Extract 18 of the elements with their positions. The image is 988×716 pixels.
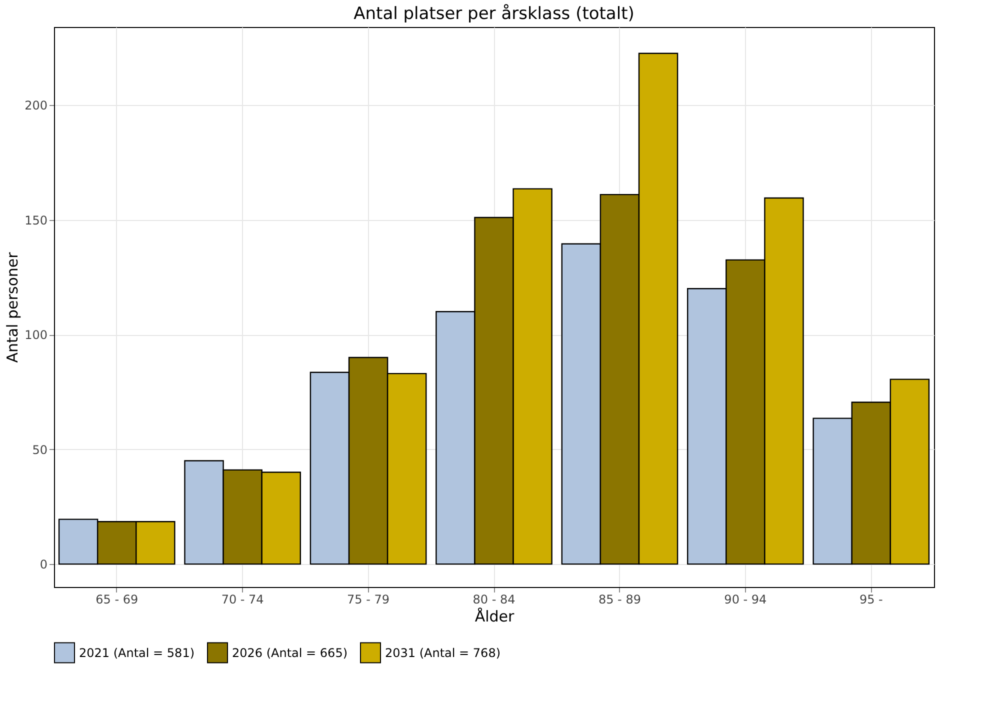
x-tick-label: 95 - — [859, 592, 883, 606]
x-tick-label: 70 - 74 — [221, 592, 264, 606]
x-tick-label: 90 - 94 — [724, 592, 767, 606]
x-tick-label: 80 - 84 — [472, 592, 516, 606]
legend-label: 2031 (Antal = 768) — [385, 646, 501, 660]
chart-title: Antal platser per årsklass (totalt) — [354, 4, 634, 24]
y-tick-label: 50 — [32, 442, 48, 457]
y-tick-label: 0 — [40, 558, 48, 572]
legend-label: 2021 (Antal = 581) — [79, 646, 195, 660]
y-tick-label: 100 — [24, 328, 48, 342]
y-axis-title: Antal personer — [4, 251, 22, 363]
x-axis-title: Ålder — [474, 608, 515, 626]
x-tick-label: 75 - 79 — [347, 592, 390, 606]
legend-label: 2026 (Antal = 665) — [232, 646, 348, 660]
y-tick-label: 150 — [24, 213, 48, 228]
x-tick-label: 65 - 69 — [96, 592, 138, 606]
y-tick-label: 200 — [24, 98, 48, 113]
x-tick-label: 85 - 89 — [598, 592, 641, 606]
